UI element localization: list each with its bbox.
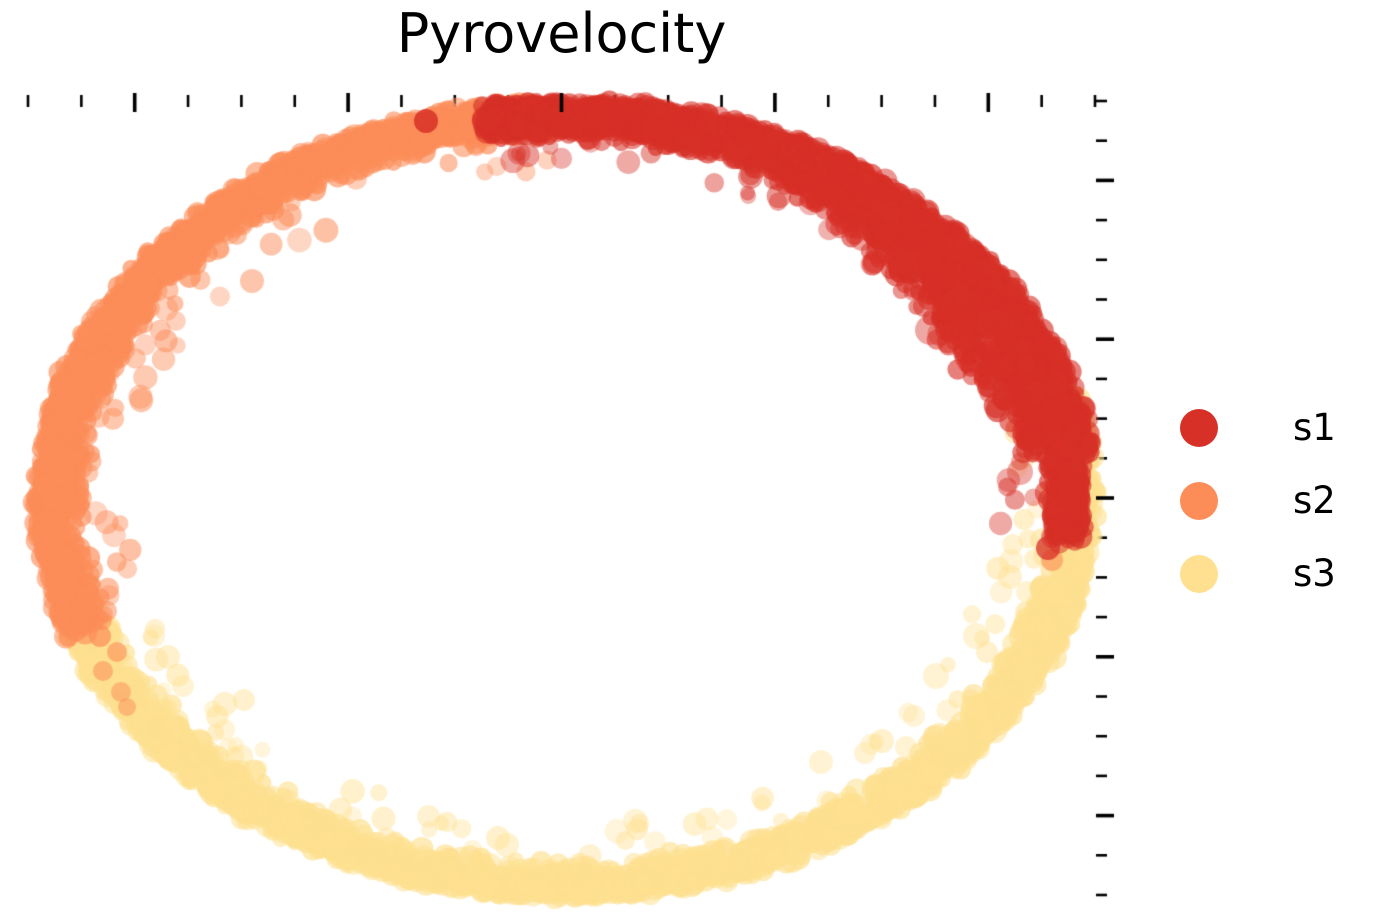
chart-title: Pyrovelocity xyxy=(396,2,727,65)
legend-item-s1: s1 xyxy=(1180,391,1336,464)
legend-label-s1: s1 xyxy=(1293,406,1336,449)
legend-swatch-s1-icon xyxy=(1180,408,1218,447)
legend-label-s3: s3 xyxy=(1293,552,1336,595)
legend-label-s2: s2 xyxy=(1293,479,1336,522)
legend-swatch-s2-icon xyxy=(1180,481,1218,520)
legend: s1 s2 s3 xyxy=(1180,391,1336,610)
legend-item-s3: s3 xyxy=(1180,537,1336,610)
legend-swatch-s3-icon xyxy=(1180,554,1218,593)
legend-item-s2: s2 xyxy=(1180,464,1336,537)
